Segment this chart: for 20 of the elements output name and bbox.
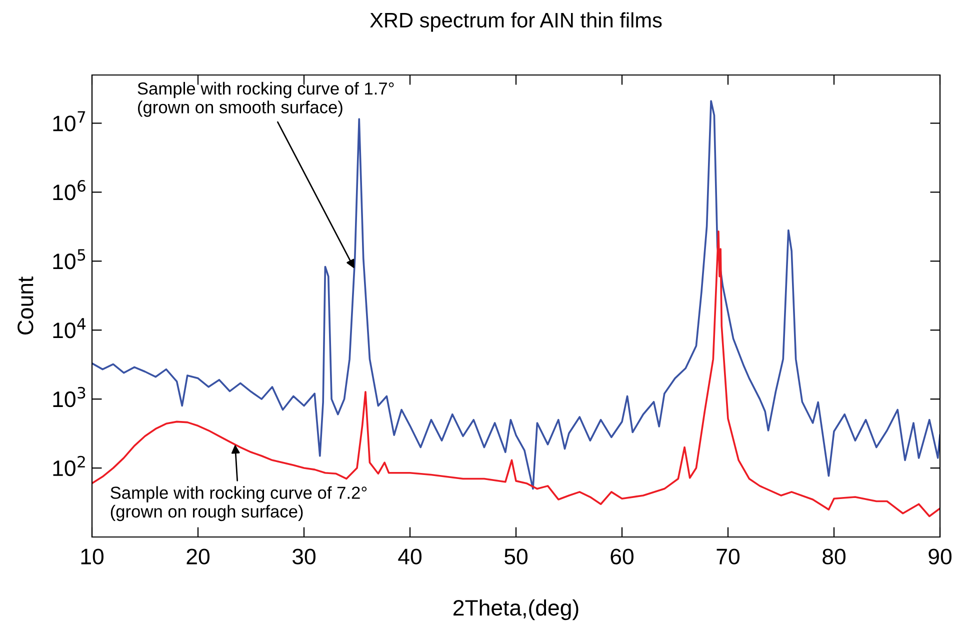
x-tick-label: 10 — [81, 548, 104, 564]
annotation: Sample with rocking curve of 7.2° (grown on rough surface) — [110, 486, 367, 522]
y-tick-label: 10$^{2}$ — [53, 456, 85, 476]
y-tick-label: 10$^{4}$ — [53, 318, 86, 338]
x-tick-label: 20 — [186, 548, 210, 564]
x-tick-label: 60 — [610, 548, 634, 564]
x-tick-label: 70 — [716, 548, 740, 564]
y-tick-label: 10$^{3}$ — [53, 386, 86, 408]
x-tick-label: 90 — [928, 548, 952, 564]
y-axis-title: Count — [18, 276, 34, 335]
chart-title: XRD spectrum for AIN thin films — [370, 12, 662, 32]
annotation: Sample with rocking curve of 1.7° (grown on smooth surface) — [138, 82, 394, 117]
y-tick-label: 10$^{5}$ — [53, 249, 86, 270]
y-tick-label: 10$^{7}$ — [53, 111, 86, 132]
x-tick-label: 40 — [398, 548, 422, 564]
x-tick-label: 50 — [504, 548, 528, 564]
x-axis-title: 2Theta,(deg) — [454, 599, 578, 620]
x-tick-label: 80 — [822, 548, 846, 564]
x-tick-label: 30 — [292, 548, 316, 564]
y-tick-label: 10$^{6}$ — [53, 180, 86, 200]
